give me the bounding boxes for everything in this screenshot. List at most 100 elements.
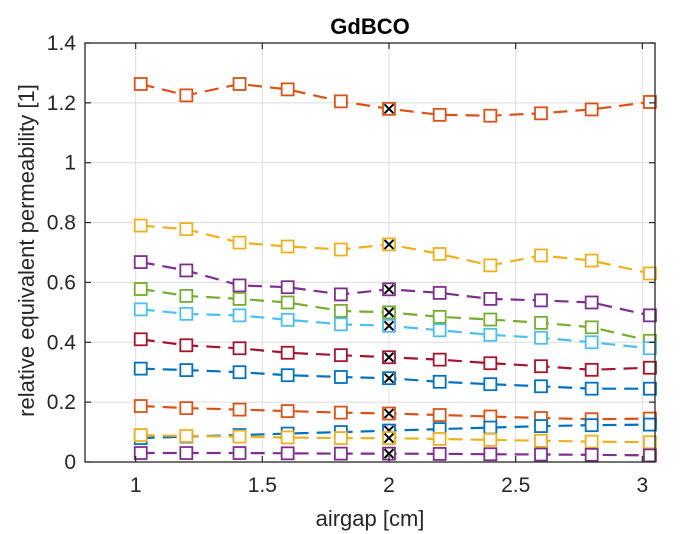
data-point xyxy=(483,108,498,123)
y-tick-label: 1.2 xyxy=(47,92,76,115)
data-point xyxy=(179,288,194,303)
x-tick-label: 1 xyxy=(130,474,142,497)
data-point xyxy=(179,446,194,460)
data-point xyxy=(432,352,447,367)
data-point xyxy=(333,287,348,302)
data-point xyxy=(232,308,247,323)
data-point xyxy=(483,447,498,462)
data-point xyxy=(534,248,548,263)
y-tick-label: 0.8 xyxy=(47,212,76,235)
data-point xyxy=(643,308,657,323)
data-point xyxy=(179,429,194,443)
data-point xyxy=(333,431,348,445)
y-tick-label: 0.4 xyxy=(47,331,77,354)
highlight-x-marker xyxy=(383,103,395,115)
data-point xyxy=(584,434,599,449)
data-point xyxy=(534,419,548,433)
data-point xyxy=(133,361,148,376)
data-point xyxy=(333,446,348,461)
data-point xyxy=(333,348,348,363)
highlight-x-marker xyxy=(383,239,395,250)
data-point xyxy=(534,433,548,448)
data-point xyxy=(432,247,447,261)
data-point xyxy=(584,335,599,350)
data-point xyxy=(432,432,447,446)
highlight-x-marker xyxy=(383,307,395,318)
data-point xyxy=(534,447,548,462)
x-tick-label: 2.5 xyxy=(501,474,530,497)
data-point xyxy=(643,360,657,375)
data-point xyxy=(232,341,247,356)
x-tick-label: 2 xyxy=(383,474,395,497)
data-point xyxy=(133,302,148,317)
data-point xyxy=(179,363,194,378)
data-point xyxy=(643,448,657,463)
data-point xyxy=(584,362,599,377)
data-point xyxy=(432,286,447,300)
data-point xyxy=(232,278,247,293)
data-point xyxy=(432,408,447,422)
highlight-x-marker xyxy=(383,448,395,459)
axis-ticks: 1 1.5 2 2.5 3 0 0.2 0.4 0.6 0.8 1 1.2 1.4 xyxy=(47,32,655,497)
data-point xyxy=(432,447,447,461)
plot-area-frame xyxy=(84,42,656,463)
y-tick-label: 1 xyxy=(64,152,76,175)
data-point xyxy=(333,370,348,384)
data-point xyxy=(432,309,447,324)
data-point xyxy=(133,428,148,442)
data-point xyxy=(432,107,447,122)
data-point xyxy=(483,312,498,327)
data-point xyxy=(232,365,247,380)
data-point xyxy=(534,293,548,308)
x-tick-label: 3 xyxy=(636,474,648,497)
data-point xyxy=(133,282,148,296)
data-point xyxy=(483,432,498,447)
data-point xyxy=(280,312,295,327)
y-tick-label: 1.4 xyxy=(47,32,77,55)
data-point xyxy=(432,323,447,338)
data-point xyxy=(133,399,148,413)
data-point xyxy=(483,327,498,342)
data-point xyxy=(643,341,657,356)
data-point xyxy=(643,435,657,450)
data-point xyxy=(133,255,148,269)
data-point xyxy=(584,418,599,433)
data-point xyxy=(232,429,247,444)
highlight-x-marker xyxy=(383,432,395,444)
data-point xyxy=(280,446,295,461)
data-point xyxy=(483,420,498,435)
data-point xyxy=(232,235,247,250)
data-point xyxy=(133,332,148,347)
data-point xyxy=(643,417,657,432)
data-point xyxy=(232,77,247,91)
data-point xyxy=(483,291,498,306)
data-point xyxy=(483,377,498,392)
data-point xyxy=(133,446,148,460)
data-point xyxy=(179,306,194,321)
data-point xyxy=(280,239,295,254)
data-point xyxy=(584,253,599,268)
highlight-x-marker xyxy=(383,352,395,363)
chart-title: GdBCO xyxy=(330,14,409,39)
highlight-x-marker xyxy=(383,408,395,419)
data-point xyxy=(179,88,194,103)
data-point xyxy=(232,446,247,460)
data-point xyxy=(280,280,295,295)
data-point xyxy=(280,82,295,97)
data-point xyxy=(584,102,599,117)
data-point xyxy=(280,404,295,419)
data-point xyxy=(584,320,599,335)
series-markers xyxy=(133,77,657,463)
data-point xyxy=(534,315,548,330)
data-point xyxy=(643,266,657,281)
data-point xyxy=(534,359,548,374)
data-point xyxy=(584,381,599,396)
data-point xyxy=(179,338,194,353)
data-point xyxy=(280,295,295,310)
data-point xyxy=(133,218,148,233)
data-point xyxy=(643,95,657,109)
data-point xyxy=(333,94,348,109)
data-point xyxy=(432,374,447,389)
